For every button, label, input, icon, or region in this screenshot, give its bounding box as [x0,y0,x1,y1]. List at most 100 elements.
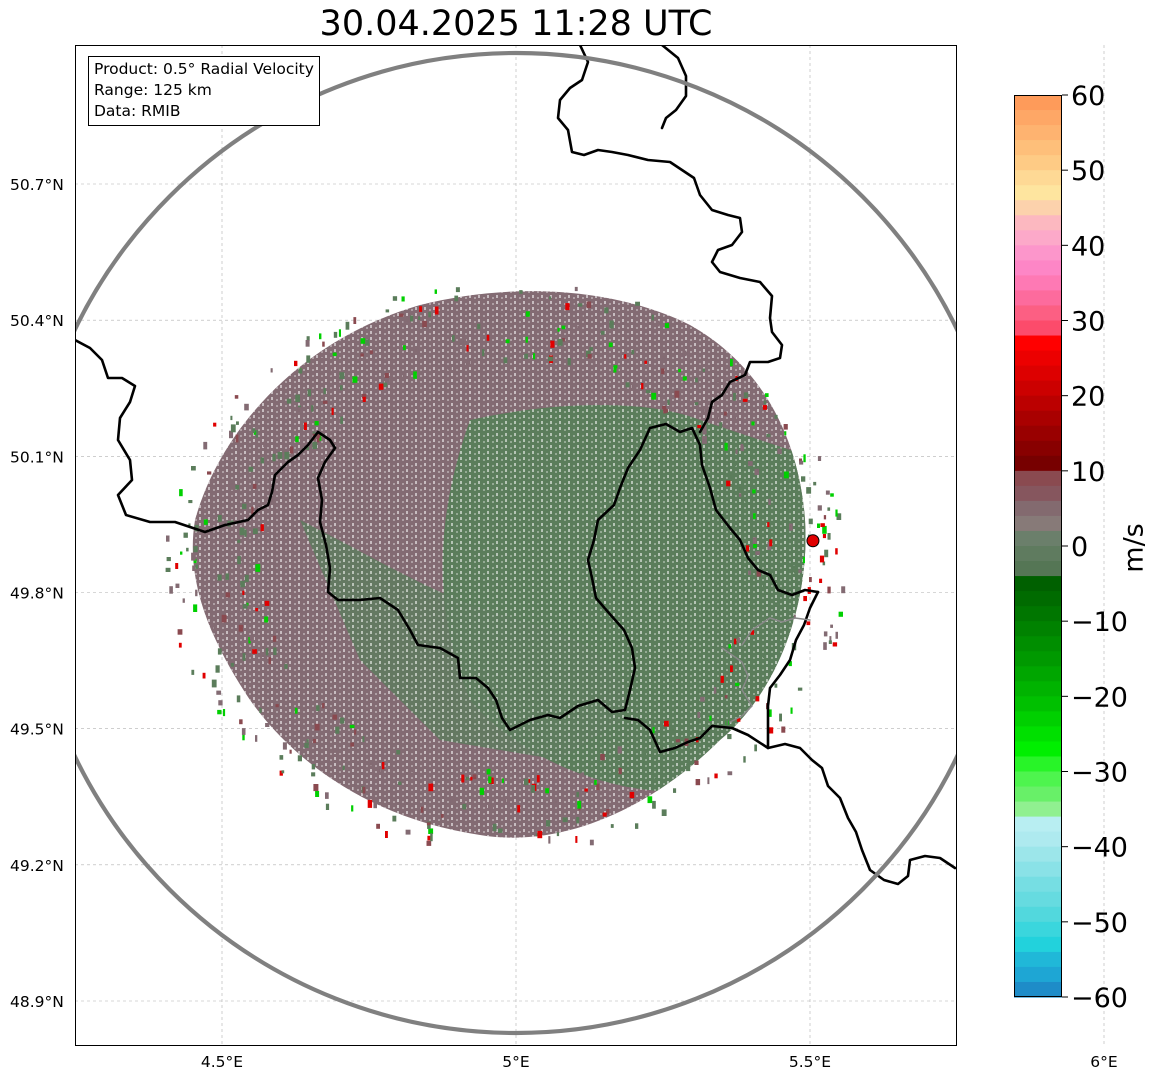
echo-pixel [270,368,273,373]
echo-pixel [651,392,657,400]
echo-pixel [191,669,195,675]
colorbar-tick-label: 50 [1071,156,1105,187]
echo-pixel [195,589,198,597]
echo-pixel [743,756,746,763]
echo-pixel [727,734,732,740]
echo-pixel [242,604,248,609]
country-borders [75,45,957,886]
echo-pixel [709,715,712,721]
echo-pixel [531,785,535,793]
echo-pixel [323,388,326,395]
echo-pixel [488,776,492,784]
colorbar-band [1014,530,1062,547]
echo-pixel [575,836,578,843]
echo-pixel [488,804,493,810]
colorbar-band [1014,711,1062,727]
echo-pixel [574,286,578,292]
echo-pixel [385,309,390,313]
echo-pixel [465,776,469,781]
echo-pixel [218,700,223,706]
echo-pixel [702,427,707,435]
echo-pixel [776,469,780,475]
latitude-tick-labels: 50.7°N 50.4°N 50.1°N 49.8°N 49.5°N 49.2°N 48.9… [10,176,64,1011]
echo-pixel [434,306,439,315]
echo-pixel [792,565,797,573]
echo-pixel [618,767,622,775]
colorbar-band [1014,260,1062,276]
echo-pixel [242,503,247,510]
echo-pixel [836,513,842,520]
radar-range-ring [75,51,957,1035]
lon-tick-label: 4.5°E [201,1053,243,1071]
echo-pixel [577,800,582,809]
echo-pixel [616,755,621,760]
echo-pixel [755,551,760,555]
echo-pixel [244,574,249,583]
echo-pixel [617,746,622,754]
echo-pixel [237,556,241,565]
echo-pixel [673,788,677,793]
echo-pixel [298,369,303,374]
echo-pixel [596,783,600,791]
echo-pixel [240,580,245,588]
echo-pixel [340,717,345,724]
echo-pixel [835,631,838,639]
echo-pixel [678,368,681,373]
echo-pixel [745,497,748,503]
echo-pixel [765,393,769,397]
echo-pixel [217,709,222,715]
echo-pixel [365,339,370,346]
echo-pixel [616,368,619,375]
echo-pixel [502,778,504,783]
echo-pixel [242,653,246,661]
belgium-france-border [75,338,337,534]
colorbar-band [1014,861,1062,878]
echo-pixel [740,443,744,448]
echo-pixel [217,648,222,655]
map-title: 30.04.2025 11:28 UTC [319,4,713,44]
echo-pixel [333,331,338,338]
echo-pixel [466,345,469,352]
echo-pixel [289,749,292,754]
colorbar-band [1014,515,1062,532]
echo-pixel [723,411,727,416]
echo-pixel [751,421,755,426]
echo-pixel [740,445,744,452]
echo-pixel [641,750,647,758]
colorbar-band [1014,816,1062,833]
echo-pixel [557,327,560,332]
echo-pixel [396,750,401,755]
radar-site-marker [806,534,820,548]
echo-pixel [384,378,390,383]
echo-pixel [629,791,635,799]
echo-pixel [694,402,699,406]
echo-pixel [686,763,691,772]
echo-pixel [259,707,262,713]
range-label: Range: 125 km [94,81,212,99]
echo-pixel [644,360,647,364]
echo-pixel [822,534,826,539]
echo-pixel [732,656,737,662]
echo-pixel [768,727,774,734]
colorbar-band [1014,140,1062,156]
echo-pixel [652,800,656,809]
echo-pixel [165,567,171,572]
colorbar-band [1014,425,1062,442]
echo-pixel [798,569,802,573]
echo-pixel [351,805,354,812]
echo-pixel [241,728,246,735]
echo-pixel [277,451,283,459]
echo-pixel [338,329,341,337]
echo-pixel [264,600,270,606]
echo-pixel [519,290,523,294]
echo-pixel [290,412,294,416]
scattered-echo-pixels [165,286,846,846]
echo-pixel [763,654,767,658]
echo-pixel [304,742,309,748]
echo-pixel [819,578,823,583]
echo-pixel [817,505,822,511]
echo-pixel [755,696,760,702]
echo-pixel [263,441,267,447]
colorbar-band [1014,726,1062,743]
echo-pixel [238,624,243,632]
